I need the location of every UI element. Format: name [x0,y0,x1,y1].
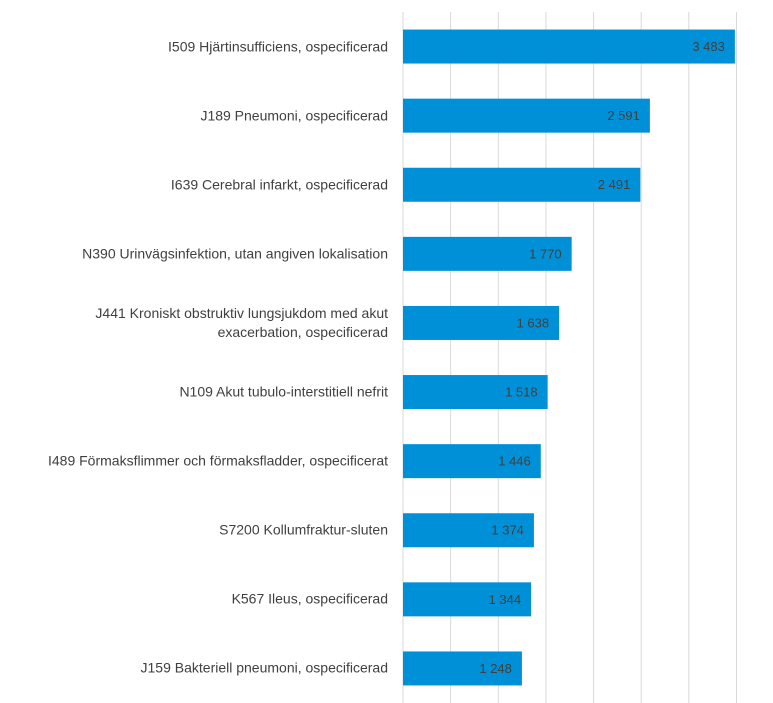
value-label: 1 374 [491,523,524,538]
bar [403,651,522,686]
bar [403,513,534,548]
category-label: I639 Cerebral infarkt, ospecificerad [170,176,388,193]
value-label: 3 483 [692,39,725,54]
category-label: I489 Förmaksflimmer och förmaksfladder, … [47,452,388,469]
category-label: K567 Ileus, ospecificerad [231,590,388,607]
value-label: 1 344 [489,592,522,607]
category-label: J159 Bakteriell pneumoni, ospecificerad [140,659,388,676]
value-label: 1 446 [498,454,531,469]
bar [403,444,541,479]
bar [403,375,548,410]
value-label: 2 591 [607,108,640,123]
bar [403,98,650,133]
category-label: N109 Akut tubulo-interstitiell nefrit [179,383,388,400]
value-label: 1 638 [517,315,550,330]
category-label: N390 Urinvägsinfektion, utan angiven lok… [82,245,388,262]
category-label: J189 Pneumoni, ospecificerad [200,107,388,124]
bar [403,582,532,617]
category-label: I509 Hjärtinsufficiens, ospecificerad [168,38,388,55]
value-label: 2 491 [598,177,631,192]
bar [403,167,641,202]
value-label: 1 248 [479,661,512,676]
bar [403,29,735,64]
category-label: J441 Kroniskt obstruktiv lungsjukdom med… [95,304,388,340]
bar [403,305,560,340]
value-label: 1 518 [505,384,538,399]
bar [403,236,572,271]
value-label: 1 770 [529,246,562,261]
category-label: S7200 Kollumfraktur-sluten [219,521,388,538]
